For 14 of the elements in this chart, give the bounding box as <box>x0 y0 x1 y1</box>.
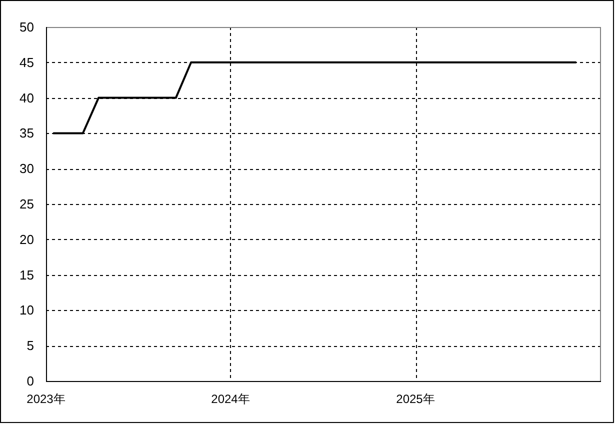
y-tick-label: 20 <box>20 232 34 247</box>
y-tick-label: 15 <box>20 267 34 282</box>
y-tick-label: 5 <box>26 338 34 354</box>
y-tick-label: 30 <box>20 161 34 176</box>
x-tick-label: 2025年 <box>396 392 435 406</box>
y-tick-label: 10 <box>20 302 34 318</box>
y-tick-label: 40 <box>20 90 34 106</box>
y-tick-label: 35 <box>20 126 34 141</box>
x-tick-label: 2023年 <box>26 392 66 406</box>
y-tick-label: 45 <box>20 54 34 70</box>
y-tick-label: 25 <box>20 196 34 212</box>
y-tick-label: 0 <box>26 374 34 388</box>
x-tick-label: 2024年 <box>211 392 250 406</box>
y-tick-label: 50 <box>20 20 34 34</box>
